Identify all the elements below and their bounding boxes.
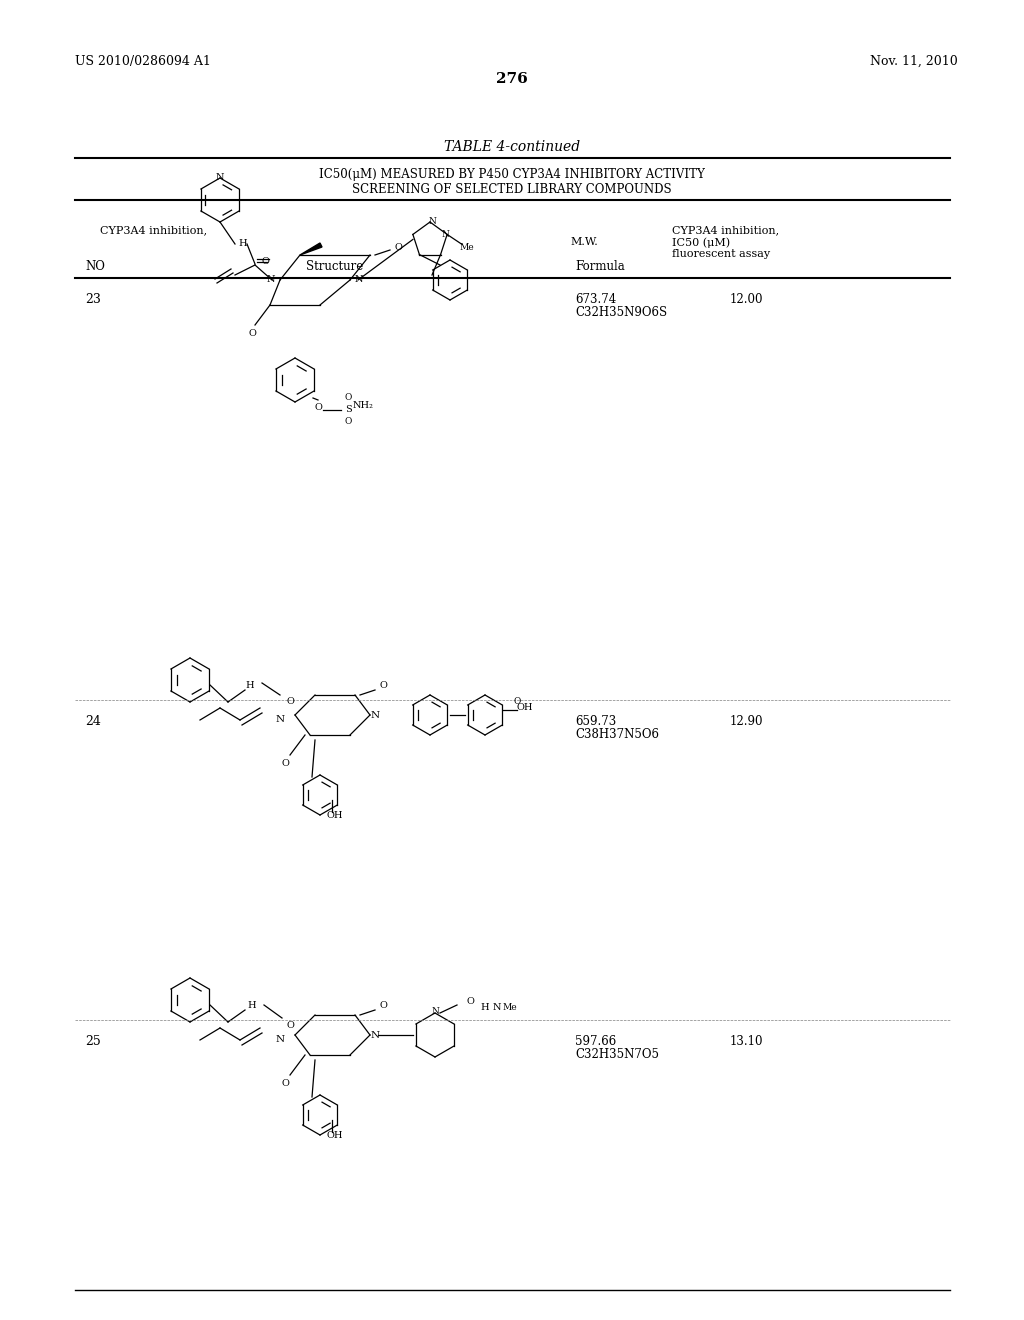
- Text: US 2010/0286094 A1: US 2010/0286094 A1: [75, 55, 211, 69]
- Text: Structure: Structure: [306, 260, 364, 273]
- Text: O: O: [466, 997, 474, 1006]
- Text: N: N: [493, 1003, 502, 1012]
- Text: O: O: [281, 1078, 289, 1088]
- Text: O: O: [513, 697, 520, 705]
- Text: 12.00: 12.00: [730, 293, 764, 306]
- Text: IC50(μM) MEASURED BY P450 CYP3A4 INHIBITORY ACTIVITY: IC50(μM) MEASURED BY P450 CYP3A4 INHIBIT…: [319, 168, 705, 181]
- Text: N: N: [266, 276, 275, 285]
- Text: N: N: [275, 1035, 285, 1044]
- Text: O: O: [286, 1020, 294, 1030]
- Text: N: N: [355, 276, 364, 285]
- Text: 23: 23: [85, 293, 101, 306]
- Text: H: H: [248, 1001, 256, 1010]
- Text: 276: 276: [496, 73, 528, 86]
- Text: O: O: [344, 393, 351, 403]
- Text: O: O: [379, 1001, 387, 1010]
- Text: O: O: [379, 681, 387, 689]
- Text: O: O: [248, 329, 256, 338]
- Text: Nov. 11, 2010: Nov. 11, 2010: [870, 55, 957, 69]
- Text: 597.66: 597.66: [575, 1035, 616, 1048]
- Text: SCREENING OF SELECTED LIBRARY COMPOUNDS: SCREENING OF SELECTED LIBRARY COMPOUNDS: [352, 183, 672, 195]
- Text: H: H: [246, 681, 254, 689]
- Text: O: O: [281, 759, 289, 767]
- Text: NO: NO: [85, 260, 104, 273]
- Text: N: N: [371, 1031, 380, 1040]
- Text: N: N: [441, 230, 450, 239]
- Text: Formula: Formula: [575, 260, 625, 273]
- Text: N: N: [216, 173, 224, 182]
- Text: NH₂: NH₂: [352, 400, 374, 409]
- Text: O: O: [344, 417, 351, 426]
- Text: 24: 24: [85, 715, 101, 729]
- Text: 25: 25: [85, 1035, 100, 1048]
- Text: S: S: [345, 405, 351, 414]
- Text: TABLE 4-continued: TABLE 4-continued: [444, 140, 580, 154]
- Text: 673.74: 673.74: [575, 293, 616, 306]
- Text: Me: Me: [503, 1003, 517, 1012]
- Text: C32H35N9O6S: C32H35N9O6S: [575, 306, 667, 319]
- Text: H: H: [480, 1003, 489, 1012]
- Text: O: O: [286, 697, 294, 706]
- Text: N: N: [275, 715, 285, 725]
- Text: N: N: [371, 710, 380, 719]
- Text: Me: Me: [460, 243, 474, 252]
- Text: H: H: [239, 239, 248, 248]
- Text: CYP3A4 inhibition,: CYP3A4 inhibition,: [100, 224, 207, 235]
- Text: CYP3A4 inhibition,: CYP3A4 inhibition,: [672, 224, 779, 235]
- Text: M.W.: M.W.: [570, 238, 598, 247]
- Text: C32H35N7O5: C32H35N7O5: [575, 1048, 659, 1061]
- Text: 13.10: 13.10: [730, 1035, 764, 1048]
- Polygon shape: [300, 243, 322, 255]
- Text: IC50 (μM): IC50 (μM): [672, 238, 730, 248]
- Text: O: O: [314, 403, 322, 412]
- Text: 659.73: 659.73: [575, 715, 616, 729]
- Text: N: N: [428, 218, 436, 227]
- Text: OH: OH: [327, 1130, 343, 1139]
- Text: OH: OH: [517, 702, 534, 711]
- Text: OH: OH: [327, 810, 343, 820]
- Text: fluorescent assay: fluorescent assay: [672, 249, 770, 259]
- Text: C38H37N5O6: C38H37N5O6: [575, 729, 659, 741]
- Text: O: O: [394, 243, 402, 252]
- Text: N: N: [431, 1006, 439, 1015]
- Text: 12.90: 12.90: [730, 715, 764, 729]
- Text: O: O: [261, 256, 269, 265]
